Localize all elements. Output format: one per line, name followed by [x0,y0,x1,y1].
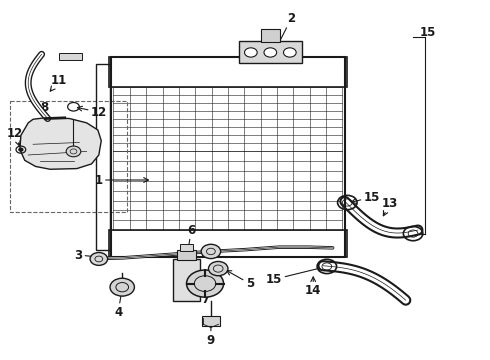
Bar [180,244,193,251]
Circle shape [187,270,223,297]
Text: 5: 5 [226,271,254,290]
Text: 15: 15 [419,26,436,39]
Circle shape [201,244,220,258]
Bar [10,102,127,212]
Text: 15: 15 [266,266,323,286]
Text: 1: 1 [95,174,148,186]
Circle shape [245,48,257,57]
Text: 12: 12 [77,105,107,119]
Text: 10: 10 [77,138,99,151]
Circle shape [90,252,108,265]
Bar [177,249,196,260]
Text: 2: 2 [273,12,295,53]
Text: 4: 4 [114,291,123,319]
Bar [111,57,345,257]
Text: 11: 11 [50,74,67,91]
Bar [97,64,110,249]
Text: 9: 9 [207,320,215,347]
Text: 3: 3 [74,248,103,261]
Bar [202,316,220,327]
Text: 15: 15 [351,191,380,204]
Circle shape [110,278,134,296]
Polygon shape [20,117,101,169]
Text: 12: 12 [7,127,23,146]
Text: 8: 8 [40,102,49,114]
Bar [239,41,302,63]
Bar [59,53,82,60]
Circle shape [19,148,23,151]
Text: 7: 7 [201,288,209,306]
Text: 13: 13 [382,197,398,216]
Circle shape [264,48,277,57]
Circle shape [66,146,81,157]
Circle shape [284,48,296,57]
Text: 14: 14 [305,277,321,297]
Text: 6: 6 [186,224,196,255]
Bar [261,29,280,42]
Bar [173,258,200,301]
Circle shape [208,261,228,276]
